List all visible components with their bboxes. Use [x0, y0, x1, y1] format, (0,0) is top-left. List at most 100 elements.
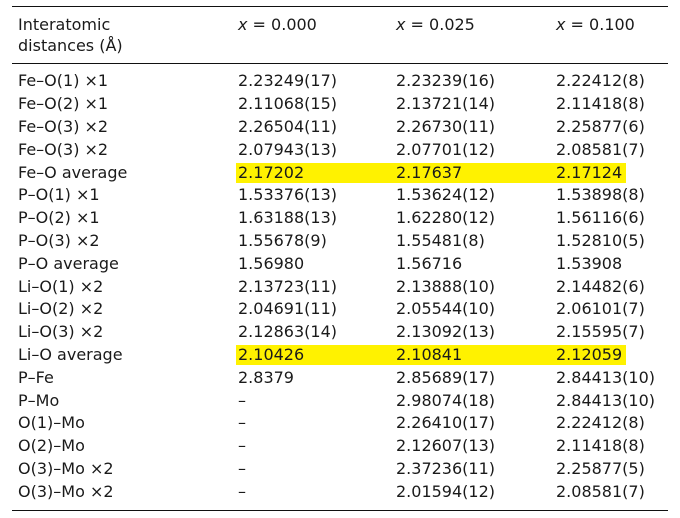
table-row: O(3)–Mo ×2 – 2.37236(11) 2.25877(5): [0, 458, 680, 481]
value-x-100: 2.11418(8): [556, 94, 645, 114]
value-x-025: 1.53624(12): [396, 185, 496, 205]
row-label: Fe–O average: [18, 162, 128, 182]
header-line-2: distances (Å): [18, 36, 123, 55]
table-row: O(2)–Mo – 2.12607(13) 2.11418(8): [0, 435, 680, 458]
row-label: Li–O(1) ×2: [18, 276, 104, 296]
value-x-000: –: [238, 436, 246, 456]
value-x-100: 1.52810(5): [556, 230, 645, 250]
table-row: Fe–O(3) ×2 2.26504(11) 2.26730(11) 2.25877(…: [0, 116, 680, 139]
value-x-000: 2.11068(15): [238, 94, 338, 114]
value-x-100: 2.22412(8): [556, 71, 645, 91]
table-row: Fe–O(2) ×1 2.11068(15) 2.13721(14) 2.11418(…: [0, 93, 680, 116]
value-x-000: 1.56980: [238, 253, 305, 273]
value-x-000: 2.10426: [236, 344, 396, 367]
row-label: Fe–O(2) ×1: [18, 94, 109, 114]
value-x-025: 2.23239(16): [396, 71, 496, 91]
value-x-025: 2.26730(11): [396, 116, 496, 136]
value-x-100: 2.12059: [554, 344, 680, 367]
header-x-000: x = 0.000: [238, 14, 317, 35]
row-label: Li–O(3) ×2: [18, 322, 104, 342]
value-x-025: 2.05544(10): [396, 299, 496, 319]
highlighted-average: 2.10841: [394, 344, 556, 365]
value-x-025: 2.85689(17): [396, 367, 496, 387]
row-label: P–Mo: [18, 390, 60, 410]
table-row: P–O(2) ×1 1.63188(13) 1.62280(12) 1.56116(6…: [0, 207, 680, 230]
value-x-000: 2.13723(11): [238, 276, 338, 296]
header-var: x: [238, 15, 248, 34]
value-x-100: 2.84413(10): [556, 390, 656, 410]
value-x-100: 1.53898(8): [556, 185, 645, 205]
highlighted-average: 2.17637: [394, 162, 556, 183]
value-x-025: 2.13092(13): [396, 322, 496, 342]
value-x-000: 1.53376(13): [238, 185, 338, 205]
header-var: x: [396, 15, 406, 34]
value-x-100: 2.25877(6): [556, 116, 645, 136]
value-x-000: –: [238, 413, 246, 433]
row-label: Li–O average: [18, 344, 123, 364]
table-row: Fe–O(1) ×1 2.23249(17) 2.23239(16) 2.22412(…: [0, 70, 680, 93]
value-x-025: 1.62280(12): [396, 208, 496, 228]
value-x-000: –: [238, 390, 246, 410]
data-table: Fe–O(1) ×1 2.23249(17) 2.23239(16) 2.22412(…: [0, 70, 680, 503]
row-label: O(3)–Mo ×2: [18, 481, 114, 501]
header-line-1: Interatomic: [18, 15, 111, 34]
table-row: Fe–O average 2.17202 2.17637 2.17124: [0, 161, 680, 184]
table-row: P–Mo – 2.98074(18) 2.84413(10): [0, 389, 680, 412]
top-rule: [12, 6, 668, 7]
value-x-025: 2.07701(12): [396, 139, 496, 159]
row-label: O(2)–Mo: [18, 436, 85, 456]
table-row: P–O(1) ×1 1.53376(13) 1.53624(12) 1.53898(8…: [0, 184, 680, 207]
value-x-000: 2.23249(17): [238, 71, 338, 91]
row-label: Fe–O(1) ×1: [18, 71, 109, 91]
row-label: Fe–O(3) ×2: [18, 116, 109, 136]
value-x-100: 2.14482(6): [556, 276, 645, 296]
value-x-100: 2.22412(8): [556, 413, 645, 433]
value-x-000: 2.12863(14): [238, 322, 338, 342]
row-label: P–O(1) ×1: [18, 185, 100, 205]
row-label: O(1)–Mo: [18, 413, 85, 433]
header-distances: Interatomic distances (Å): [18, 14, 123, 56]
value-x-025: 2.98074(18): [396, 390, 496, 410]
value-x-025: 2.10841: [394, 344, 556, 367]
value-x-025: 2.12607(13): [396, 436, 496, 456]
highlighted-average: 2.10426: [236, 344, 394, 365]
table-row: P–O(3) ×2 1.55678(9) 1.55481(8) 1.52810(5): [0, 230, 680, 253]
bottom-rule: [12, 510, 668, 511]
table-row: O(1)–Mo – 2.26410(17) 2.22412(8): [0, 412, 680, 435]
value-x-025: 2.17637: [394, 161, 556, 184]
value-x-025: 1.56716: [396, 253, 463, 273]
table-row: P–O average 1.56980 1.56716 1.53908: [0, 252, 680, 275]
highlighted-average: 2.17202: [236, 162, 394, 183]
value-x-000: 1.55678(9): [238, 230, 327, 250]
value-x-000: 2.07943(13): [238, 139, 338, 159]
value-x-100: 2.17124: [554, 161, 680, 184]
value-x-025: 2.13721(14): [396, 94, 496, 114]
value-x-025: 2.26410(17): [396, 413, 496, 433]
highlighted-average: 2.17124: [554, 162, 626, 183]
value-x-100: 2.08581(7): [556, 139, 645, 159]
value-x-100: 1.53908: [556, 253, 623, 273]
table-row: Li–O(3) ×2 2.12863(14) 2.13092(13) 2.15595(…: [0, 321, 680, 344]
value-x-100: 2.15595(7): [556, 322, 645, 342]
value-x-025: 2.13888(10): [396, 276, 496, 296]
value-x-000: –: [238, 481, 246, 501]
value-x-100: 2.06101(7): [556, 299, 645, 319]
value-x-100: 1.56116(6): [556, 208, 645, 228]
value-x-000: 2.8379: [238, 367, 294, 387]
value-x-100: 2.84413(10): [556, 367, 656, 387]
value-x-025: 1.55481(8): [396, 230, 485, 250]
table-row: O(3)–Mo ×2 – 2.01594(12) 2.08581(7): [0, 480, 680, 503]
row-label: P–O(2) ×1: [18, 208, 100, 228]
value-x-000: 2.26504(11): [238, 116, 338, 136]
row-label: Fe–O(3) ×2: [18, 139, 109, 159]
table-body: Fe–O(1) ×1 2.23249(17) 2.23239(16) 2.22412(…: [0, 70, 680, 503]
header-rule: [12, 63, 668, 64]
table-row: Fe–O(3) ×2 2.07943(13) 2.07701(12) 2.08581(…: [0, 138, 680, 161]
row-label: P–O(3) ×2: [18, 230, 100, 250]
table-row: Li–O(1) ×2 2.13723(11) 2.13888(10) 2.14482(…: [0, 275, 680, 298]
value-x-000: 2.04691(11): [238, 299, 338, 319]
value-x-000: 1.63188(13): [238, 208, 338, 228]
row-label: O(3)–Mo ×2: [18, 458, 114, 478]
header-value: = 0.000: [247, 15, 317, 34]
